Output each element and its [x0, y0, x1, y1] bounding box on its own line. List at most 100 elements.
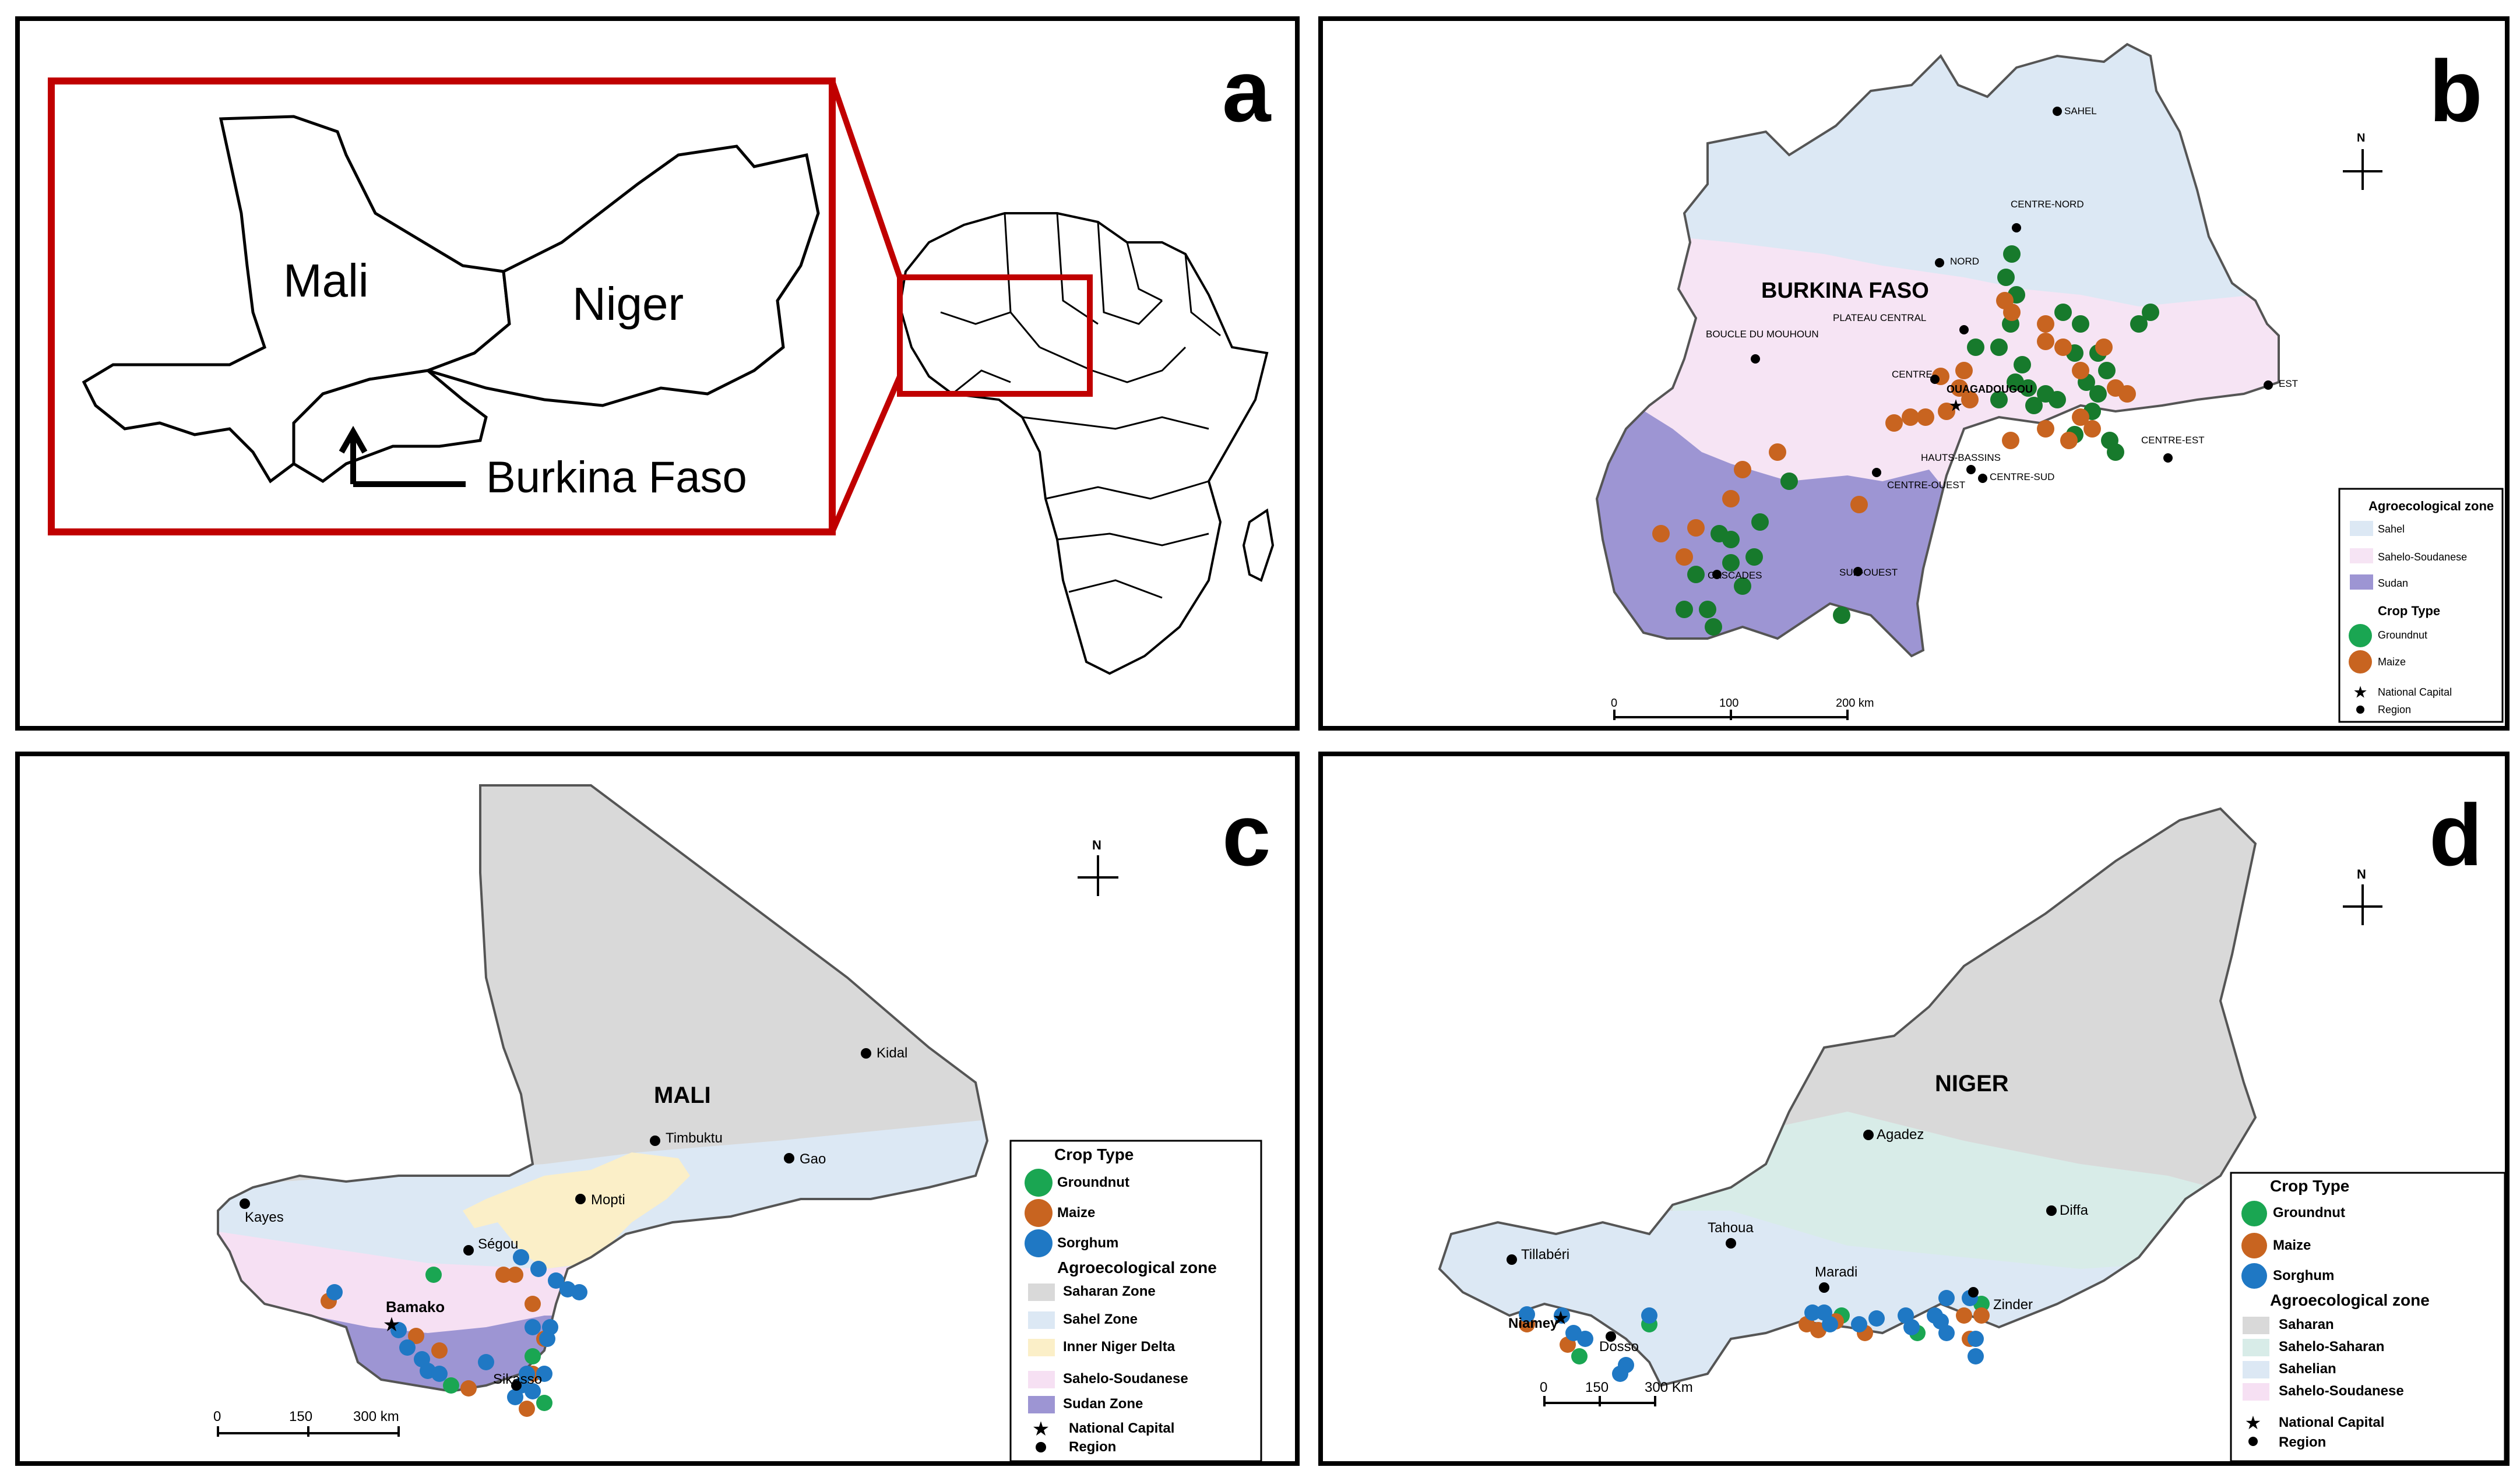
scale-150-c: 150 [289, 1409, 313, 1424]
region-dot [1863, 1130, 1874, 1140]
groundnut-point [2025, 397, 2043, 414]
maize-point [1676, 548, 1693, 566]
panel-letter: a [1222, 42, 1271, 140]
legend-swatch-sahelo-saharan [2243, 1339, 2269, 1356]
region-label-d: Diffa [2060, 1203, 2088, 1218]
groundnut-point [525, 1348, 541, 1364]
sorghum-point [1577, 1331, 1593, 1347]
region-label-c: Ségou [478, 1236, 519, 1252]
legend-capital-star: ★ [2245, 1412, 2262, 1434]
country-label-c: MALI [654, 1082, 711, 1108]
groundnut-point [2130, 315, 2148, 333]
legend-swatch-sahelian [2243, 1361, 2269, 1378]
maize-point [1955, 362, 1973, 379]
legend-zone-3-c: Sahelo-Soudanese [1063, 1371, 1188, 1387]
groundnut-point [1687, 566, 1705, 583]
panel-letter: d [2429, 786, 2483, 884]
sorghum-point [1938, 1325, 1955, 1341]
legend-crop-title-b: Crop Type [2378, 604, 2441, 618]
maize-point [1769, 443, 1786, 461]
niger-outline [423, 144, 820, 407]
sorghum-point [399, 1339, 416, 1356]
maize-point [1652, 525, 1670, 542]
maize-point [2095, 338, 2113, 356]
niamey-star: ★ [1553, 1307, 1569, 1329]
legend-sorghum-marker [2241, 1263, 2267, 1289]
region-label-c: Kidal [877, 1045, 908, 1061]
legend-swatch-delta [1028, 1339, 1055, 1356]
groundnut-point [2098, 362, 2116, 379]
region-label-d: Agadez [1877, 1127, 1924, 1143]
scale-bar-b [1613, 710, 1849, 720]
sorghum-point [530, 1261, 547, 1277]
legend-swatch-sahel [2350, 521, 2373, 536]
region-label-b: CASCADES [1708, 570, 1762, 581]
maize-point [1734, 461, 1751, 478]
sorghum-point [539, 1331, 555, 1347]
maize-point [1961, 391, 1979, 408]
region-dot [1726, 1238, 1736, 1249]
region-label-b: SAHEL [2064, 105, 2097, 117]
legend-crop-title-d: Crop Type [2270, 1177, 2350, 1195]
scale-bar-c [217, 1426, 400, 1437]
scale-300-c: 300 km [353, 1409, 399, 1424]
legend-capital-b: National Capital [2378, 686, 2452, 698]
inset-frame [48, 77, 836, 535]
maize-point [2072, 362, 2089, 379]
legend-maize-marker [1025, 1199, 1053, 1227]
groundnut-point [536, 1395, 552, 1411]
maize-point [2037, 333, 2054, 350]
region-dot [784, 1153, 794, 1163]
country-label-b: BURKINA FASO [1761, 278, 1929, 303]
sorghum-point [478, 1354, 494, 1370]
legend-groundnut-marker [2241, 1201, 2267, 1226]
legend-crop-2-d: Sorghum [2273, 1268, 2335, 1283]
groundnut-point [443, 1377, 459, 1394]
region-dot [1712, 570, 1722, 579]
region-dot [2053, 107, 2062, 116]
legend-region-d: Region [2279, 1434, 2327, 1450]
region-label-b: NORD [1950, 256, 1980, 267]
country-label-d: NIGER [1935, 1071, 2009, 1096]
legend-zone-1-d: Sahelo-Saharan [2279, 1339, 2385, 1355]
region-dot [650, 1136, 660, 1146]
panel-b: ★ ★ b BURKINA FASO N 0 100 200 km Agroec… [1318, 16, 2510, 731]
legend-region-c: Region [1069, 1439, 1117, 1455]
maize-point [1973, 1307, 1990, 1324]
region-dot [1819, 1282, 1829, 1293]
legend-groundnut-marker [1025, 1169, 1053, 1197]
region-dot [1930, 375, 1940, 384]
legend-swatch-sudan [2350, 574, 2373, 590]
groundnut-point [1990, 391, 2008, 408]
groundnut-point [2054, 304, 2072, 321]
maize-point [495, 1267, 512, 1283]
groundnut-point [1833, 606, 1850, 624]
groundnut-point [1676, 601, 1693, 618]
region-label-b: SUD-OUEST [1839, 567, 1898, 578]
legend-crop-0-d: Groundnut [2273, 1205, 2345, 1221]
region-dot [1968, 1287, 1979, 1297]
legend-box-d [2230, 1172, 2505, 1461]
groundnut-point [1722, 531, 1740, 548]
panel-b-map: ★ ★ [1595, 43, 2504, 723]
legend-swatch-sudan [1028, 1396, 1055, 1413]
region-dot [2163, 453, 2173, 463]
maize-point [2037, 315, 2054, 333]
maize-point [2002, 432, 2019, 449]
sorghum-point [1519, 1306, 1535, 1323]
sorghum-point [1968, 1348, 1984, 1364]
region-dot [240, 1198, 250, 1209]
sorghum-point [1554, 1307, 1570, 1324]
label-burkina: Burkina Faso [486, 453, 747, 502]
legend-swatch-saharan [1028, 1283, 1055, 1301]
legend-crop-1-d: Maize [2273, 1237, 2311, 1253]
legend-crop-1-b: Maize [2378, 656, 2406, 668]
region-dot [2046, 1205, 2057, 1216]
legend-zone-1-b: Sahelo-Soudanese [2378, 551, 2468, 563]
sorghum-point [1938, 1290, 1955, 1306]
legend-capital-star: ★ [2353, 683, 2367, 702]
maize-point [1917, 408, 1934, 426]
groundnut-point [2003, 245, 2021, 263]
capital-label-d: Niamey [1508, 1316, 1558, 1331]
legend-zone-2-b: Sudan [2378, 577, 2409, 589]
